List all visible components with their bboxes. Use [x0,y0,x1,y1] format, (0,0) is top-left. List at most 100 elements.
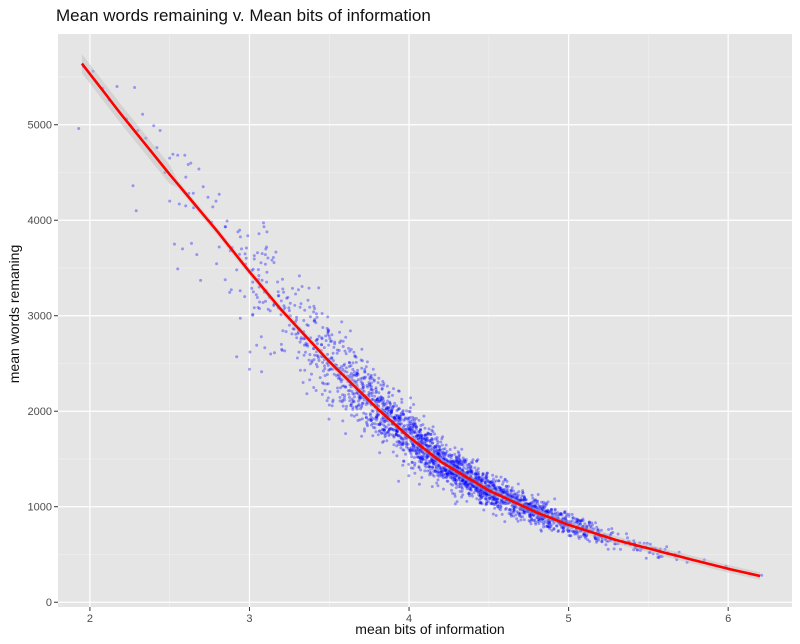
data-point [465,480,469,484]
data-point [405,416,409,420]
data-point [638,541,642,545]
data-point [593,535,597,539]
data-point [199,278,203,282]
data-point [651,552,655,556]
data-point [373,422,377,426]
data-point [410,455,414,459]
data-point [330,339,334,343]
data-point [396,429,400,432]
data-point [448,461,452,465]
data-point [374,386,378,390]
data-point [600,540,604,544]
data-point [412,443,416,447]
data-point [451,472,455,476]
data-point [339,380,343,384]
data-point [417,430,421,434]
data-point [419,457,422,460]
data-point [370,381,373,385]
data-point [433,468,437,472]
data-point [532,519,536,523]
data-point [558,513,562,517]
data-point [501,491,505,495]
data-point [352,414,356,418]
data-point [521,511,525,515]
data-point [398,440,402,444]
data-point [485,500,489,504]
data-point [596,528,600,532]
data-point [501,490,505,494]
data-point [490,498,494,502]
data-point [564,516,568,520]
data-point [494,495,498,498]
data-point [321,369,325,373]
data-point [528,513,532,517]
data-point [536,518,540,522]
data-point [387,391,391,395]
data-point [243,295,247,299]
data-point [361,383,365,387]
data-point [481,489,485,493]
data-point [521,489,525,492]
data-point [380,387,384,391]
data-point [513,496,517,500]
data-point [474,476,478,480]
data-point [323,367,327,371]
data-point [344,385,347,389]
data-point [543,519,547,523]
data-point [243,252,247,256]
data-point [350,397,354,401]
data-point [524,501,528,505]
data-point [190,241,193,245]
data-point [397,416,401,420]
data-point [470,461,474,465]
data-point [352,350,356,354]
data-point [430,458,434,462]
data-point [334,374,338,378]
data-points [77,65,764,577]
data-point [410,415,414,419]
data-point [383,403,387,407]
data-point [354,373,358,377]
data-point [449,472,453,475]
data-point [465,487,469,491]
data-point [585,526,589,530]
data-point [348,373,352,377]
data-point [408,427,412,431]
data-point [461,478,465,482]
data-point [437,474,441,478]
data-point [369,418,373,422]
y-tick-label: 0 [46,597,52,609]
data-point [547,522,551,526]
data-point [456,462,460,466]
data-point [457,456,461,460]
data-point [446,459,449,463]
data-point [532,513,536,517]
data-point [429,432,433,436]
data-point [492,495,496,499]
data-point [454,481,458,485]
data-point [392,435,396,439]
data-point [424,461,428,465]
data-point [330,356,334,360]
data-point [513,493,516,497]
data-point [308,315,312,319]
data-point [344,335,348,339]
data-point [479,477,482,481]
data-point [540,517,544,521]
data-point [387,395,391,399]
data-point [458,485,462,489]
data-point [480,502,484,506]
data-point [430,458,434,462]
data-point [447,471,451,474]
data-point [404,427,408,431]
data-point [423,433,427,437]
data-point [581,524,585,528]
data-point [453,452,457,456]
data-point [397,416,401,420]
data-point [517,512,521,516]
data-point [596,528,600,531]
data-point [409,422,413,425]
data-point [274,250,278,254]
data-point [260,370,264,374]
data-point [460,476,464,480]
